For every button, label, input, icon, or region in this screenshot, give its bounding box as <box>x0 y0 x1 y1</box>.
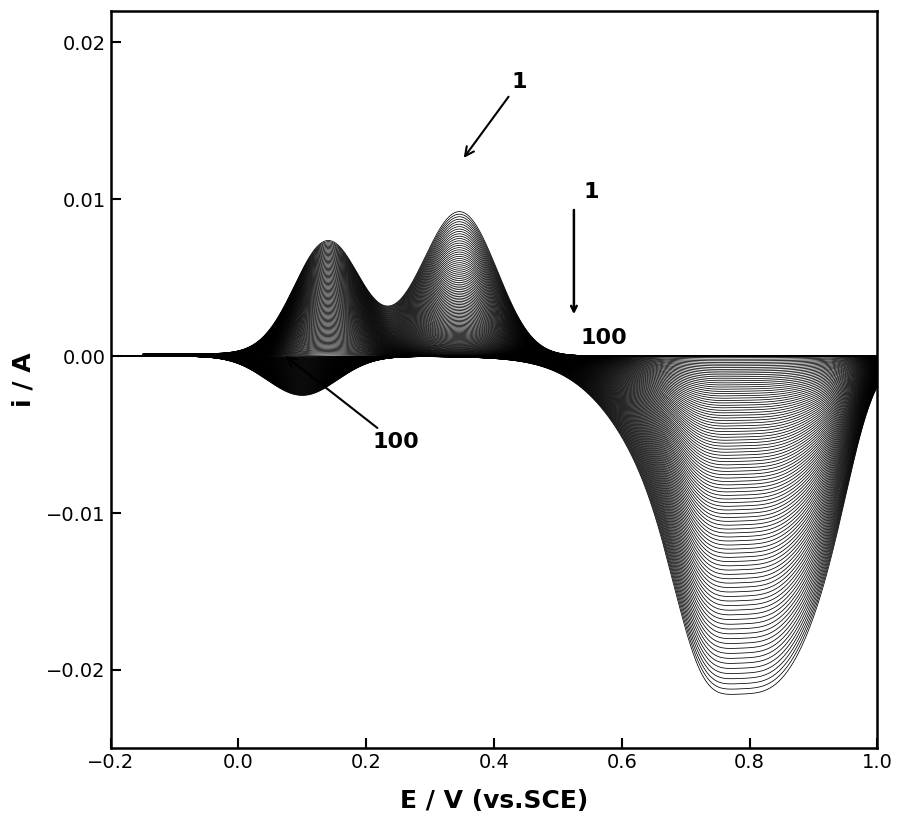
Text: 1: 1 <box>464 72 526 156</box>
Text: 100: 100 <box>580 328 627 348</box>
Text: 100: 100 <box>287 358 419 452</box>
Text: 1: 1 <box>582 182 599 203</box>
X-axis label: E / V (vs.SCE): E / V (vs.SCE) <box>399 789 588 813</box>
Y-axis label: i / A: i / A <box>11 353 35 407</box>
